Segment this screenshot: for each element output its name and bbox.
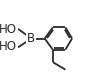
Text: HO: HO [0, 40, 17, 53]
Text: B: B [27, 32, 35, 45]
Text: HO: HO [0, 23, 17, 36]
